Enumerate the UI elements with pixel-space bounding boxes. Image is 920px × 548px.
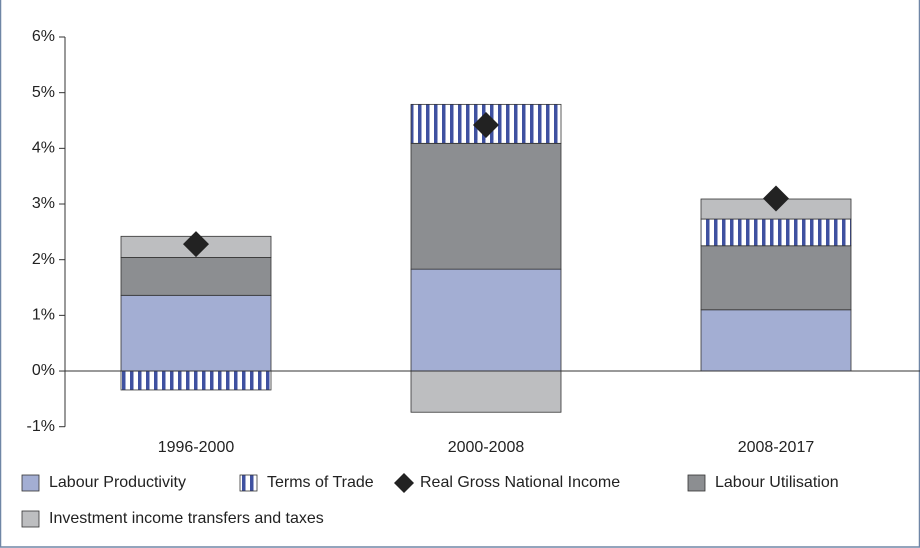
y-tick-label: 5% bbox=[32, 84, 55, 101]
y-tick-label: 4% bbox=[32, 140, 55, 157]
legend-label: Labour Productivity bbox=[49, 474, 186, 491]
bar-segment bbox=[700, 218, 852, 247]
legend-label: Terms of Trade bbox=[267, 474, 374, 491]
legend-label: Labour Utilisation bbox=[715, 474, 839, 491]
y-tick-label: 3% bbox=[32, 195, 55, 212]
legend-swatch bbox=[239, 474, 258, 492]
legend-swatch bbox=[687, 474, 706, 492]
legend-label: Real Gross National Income bbox=[420, 474, 620, 491]
bar-segment bbox=[120, 294, 272, 372]
bar-segment bbox=[700, 309, 852, 372]
y-tick-label: 1% bbox=[32, 307, 55, 324]
bar-segment bbox=[700, 245, 852, 311]
legend-swatch bbox=[21, 510, 40, 528]
bar-segment bbox=[410, 142, 562, 270]
x-tick-label: 1996-2000 bbox=[158, 439, 235, 456]
x-tick-label: 2008-2017 bbox=[738, 439, 815, 456]
legend-label: Investment income transfers and taxes bbox=[49, 510, 324, 527]
diamond-marker bbox=[183, 231, 209, 258]
x-tick-label: 2000-2008 bbox=[448, 439, 525, 456]
diamond-marker bbox=[473, 111, 499, 138]
y-tick-label: 6% bbox=[32, 28, 55, 45]
y-tick-label: 2% bbox=[32, 251, 55, 268]
legend-swatch bbox=[21, 474, 40, 492]
y-tick-label: 0% bbox=[32, 362, 55, 379]
bar-segment bbox=[120, 257, 272, 296]
bar-segment bbox=[120, 370, 272, 391]
diamond-marker bbox=[763, 185, 789, 212]
bar-segment bbox=[410, 268, 562, 372]
bar-segment bbox=[410, 370, 562, 413]
y-tick-label: -1% bbox=[27, 418, 55, 435]
legend-marker bbox=[394, 473, 414, 493]
